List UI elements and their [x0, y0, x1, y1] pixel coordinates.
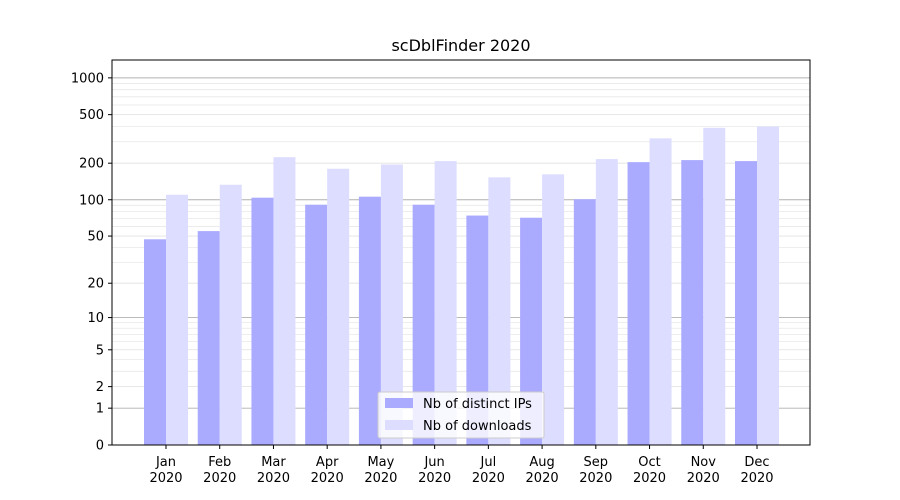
x-tick-label-year: 2020: [203, 471, 236, 486]
bar-distinct-ips: [412, 204, 435, 445]
legend-label-distinct-ips: Nb of distinct IPs: [423, 397, 532, 412]
x-tick-label-month: Jan: [155, 455, 176, 470]
bar-downloads: [166, 194, 188, 445]
x-axis: Jan2020Feb2020Mar2020Apr2020May2020Jun20…: [149, 445, 774, 486]
x-tick-label-year: 2020: [579, 471, 612, 486]
chart-title: scDblFinder 2020: [391, 36, 530, 55]
x-tick-label-year: 2020: [364, 471, 397, 486]
y-tick-label: 20: [87, 277, 104, 292]
y-tick-label: 200: [79, 157, 104, 172]
bar-distinct-ips: [305, 204, 328, 445]
bar-downloads: [380, 164, 403, 445]
bar-distinct-ips: [735, 161, 757, 446]
y-tick-label: 1000: [71, 71, 104, 86]
plot-frame: [111, 59, 811, 446]
bar-downloads: [703, 127, 726, 445]
bar-downloads: [434, 161, 457, 446]
x-tick-label-month: Sep: [584, 455, 609, 470]
bar-downloads: [595, 159, 618, 445]
x-tick-label-month: Apr: [316, 455, 339, 470]
bar-downloads: [649, 138, 672, 445]
x-tick-label-year: 2020: [311, 471, 344, 486]
bar-downloads: [488, 177, 511, 446]
y-axis: 0 1 2 5 10 20 50 100 200 500 1000: [71, 71, 112, 454]
legend-swatch-downloads: [385, 420, 413, 430]
bar-distinct-ips: [681, 160, 704, 445]
bar-downloads: [327, 168, 350, 445]
x-tick-label-month: Jun: [423, 455, 444, 470]
bar-distinct-ips: [627, 162, 650, 445]
bar-distinct-ips: [251, 197, 274, 445]
bar-distinct-ips: [144, 239, 166, 445]
y-tick-label: 50: [87, 230, 104, 245]
x-tick-label-year: 2020: [257, 471, 290, 486]
legend-box: [377, 391, 545, 439]
legend-label-downloads: Nb of downloads: [423, 419, 532, 434]
x-tick-label-year: 2020: [149, 471, 182, 486]
x-tick-label-month: Nov: [691, 455, 717, 470]
y-tick-label: 500: [79, 108, 104, 123]
x-tick-label-month: May: [367, 455, 394, 470]
bar-distinct-ips: [197, 231, 220, 445]
x-tick-label-month: Oct: [638, 455, 660, 470]
bars: [144, 126, 779, 446]
x-tick-label-month: Aug: [529, 455, 554, 470]
legend-swatch-distinct-ips: [385, 398, 413, 408]
x-tick-label-year: 2020: [687, 471, 720, 486]
bar-downloads: [757, 126, 779, 446]
x-tick-label-year: 2020: [418, 471, 451, 486]
x-tick-label-year: 2020: [472, 471, 505, 486]
bar-downloads: [219, 184, 242, 445]
x-tick-label-month: Dec: [744, 455, 769, 470]
x-tick-label-month: Jul: [480, 455, 497, 470]
bar-distinct-ips: [358, 196, 381, 445]
bar-downloads: [273, 157, 296, 445]
x-tick-label-month: Feb: [208, 455, 231, 470]
bar-distinct-ips: [520, 217, 543, 445]
x-tick-label-year: 2020: [633, 471, 666, 486]
y-tick-label: 5: [96, 343, 104, 358]
bar-distinct-ips: [573, 199, 596, 445]
x-tick-label-year: 2020: [526, 471, 559, 486]
y-tick-label: 10: [87, 311, 104, 326]
x-tick-label-month: Mar: [261, 455, 286, 470]
y-tick-label: 1: [96, 402, 104, 417]
y-tick-label: 100: [79, 193, 104, 208]
y-tick-label: 0: [96, 439, 104, 454]
x-tick-label-year: 2020: [740, 471, 773, 486]
bar-distinct-ips: [466, 215, 489, 445]
legend: Nb of distinct IPs Nb of downloads: [377, 391, 545, 439]
bar-downloads: [542, 174, 565, 446]
y-tick-label: 2: [96, 380, 104, 395]
